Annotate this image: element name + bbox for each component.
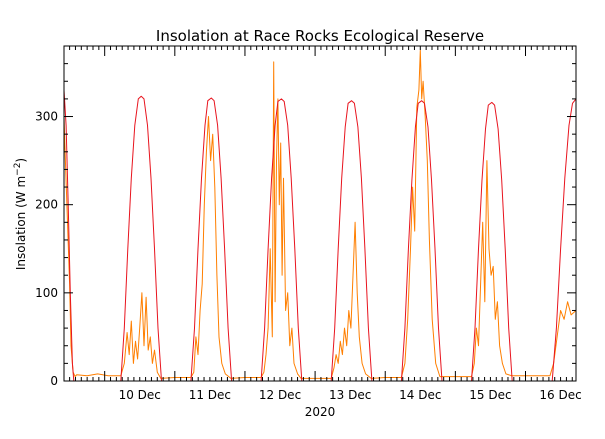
y-axis-label: Insolation (W m−2) — [13, 158, 28, 270]
x-axis-year-label: 2020 — [305, 405, 336, 419]
chart-title: Insolation at Race Rocks Ecological Rese… — [156, 27, 484, 45]
y-axis-label-close: ) — [14, 158, 28, 163]
ticks-layer: 0 100 200 300 10 Dec 11 Dec 12 Dec 13 Dec 14 Dec… — [35, 45, 582, 402]
x-tick-label: 12 Dec — [259, 388, 301, 402]
x-tick-label: 11 Dec — [189, 388, 231, 402]
x-tick-label: 14 Dec — [399, 388, 441, 402]
x-tick-label: 13 Dec — [329, 388, 371, 402]
y-tick-label: 0 — [50, 374, 58, 388]
y-axis-label-main: Insolation (W m — [14, 176, 28, 270]
y-axis-label-superscript: −2 — [13, 163, 23, 176]
x-tick-label: 15 Dec — [469, 388, 511, 402]
x-tick-label: 10 Dec — [119, 388, 161, 402]
plot-frame — [63, 45, 577, 382]
y-tick-label: 300 — [35, 110, 58, 124]
x-tick-label: 16 Dec — [539, 388, 581, 402]
y-tick-label: 200 — [35, 198, 58, 212]
y-tick-label: 100 — [35, 286, 58, 300]
series-line-measured — [63, 49, 577, 379]
